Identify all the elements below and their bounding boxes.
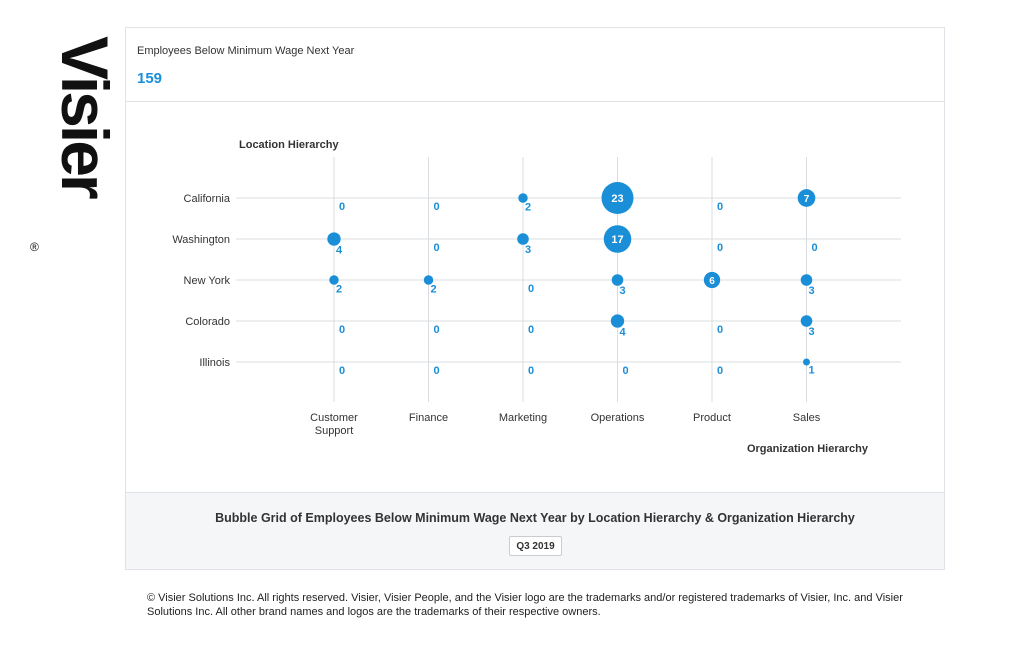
bubble-value-label: 6: [709, 276, 715, 287]
bubble-value-label: 3: [809, 285, 815, 297]
bubble[interactable]: [518, 193, 528, 203]
cell-value-label: 0: [717, 242, 723, 254]
column-label: Operations: [591, 412, 645, 424]
kpi-title: Employees Below Minimum Wage Next Year: [137, 45, 355, 57]
cell-value-label: 0: [623, 365, 629, 377]
bubble[interactable]: [797, 189, 816, 207]
visier-logo: Visier ®: [26, 28, 122, 260]
y-axis-title: Location Hierarchy: [239, 139, 340, 151]
x-axis-title: Organization Hierarchy: [747, 443, 869, 455]
column-label: Product: [693, 412, 731, 424]
bubble-value-label: 2: [336, 284, 342, 296]
bubble-value-label: 2: [525, 202, 531, 214]
row-label: New York: [184, 275, 231, 287]
bubble-value-label: 1: [809, 365, 815, 377]
cell-value-label: 0: [434, 365, 440, 377]
visier-wordmark: Visier: [48, 36, 122, 197]
cell-value-label: 0: [528, 324, 534, 336]
bubble-value-label: 3: [620, 285, 626, 297]
bubble-value-label: 17: [611, 234, 623, 246]
period-button[interactable]: Q3 2019: [509, 536, 562, 556]
bubble-grid-chart: Location Hierarchy Organization Hierarchy…: [172, 139, 901, 455]
copyright-notice: © Visier Solutions Inc. All rights reser…: [147, 592, 903, 618]
cell-value-label: 0: [717, 324, 723, 336]
cell-value-label: 0: [812, 242, 818, 254]
kpi-value[interactable]: 159: [137, 70, 163, 87]
cell-value-label: 0: [339, 365, 345, 377]
row-label: Washington: [172, 234, 230, 246]
cell-value-label: 0: [717, 201, 723, 213]
cell-value-label: 0: [528, 365, 534, 377]
row-label: Colorado: [185, 316, 230, 328]
bubble-value-label: 4: [620, 327, 627, 339]
column-label: Finance: [409, 412, 448, 424]
bubble-grid-plot: Location Hierarchy Organization Hierarchy…: [126, 102, 944, 492]
bubble[interactable]: [423, 275, 434, 285]
chart-title: Bubble Grid of Employees Below Minimum W…: [215, 511, 855, 525]
row-label: Illinois: [199, 357, 230, 369]
cell-value-label: 0: [717, 365, 723, 377]
bubble-value-label: 3: [809, 326, 815, 338]
bubble-value-label: 3: [525, 244, 531, 256]
cell-value-label: 0: [528, 283, 534, 295]
bubble[interactable]: [601, 182, 634, 214]
bubble[interactable]: [517, 233, 529, 245]
cell-value-label: 0: [434, 324, 440, 336]
bubble-value-label: 2: [431, 284, 437, 296]
bubble[interactable]: [327, 232, 341, 246]
chart-card: Employees Below Minimum Wage Next Year 1…: [125, 27, 945, 570]
bubble[interactable]: [800, 315, 813, 327]
bubble-value-label: 4: [336, 245, 343, 257]
bubble-value-label: 23: [611, 193, 623, 205]
cell-value-label: 0: [434, 201, 440, 213]
bubble[interactable]: [603, 225, 632, 253]
bubble[interactable]: [329, 275, 339, 285]
cell-value-label: 0: [434, 242, 440, 254]
bubble-value-label: 7: [804, 194, 810, 205]
bubble[interactable]: [800, 274, 813, 286]
bubble[interactable]: [803, 358, 810, 366]
bubble[interactable]: [611, 274, 624, 286]
registered-mark: ®: [30, 240, 39, 254]
kpi-header: Employees Below Minimum Wage Next Year 1…: [126, 28, 944, 102]
column-label: Sales: [793, 412, 821, 424]
column-label: Support: [315, 425, 354, 437]
cell-value-label: 0: [339, 324, 345, 336]
column-label: Customer: [310, 412, 358, 424]
bubble[interactable]: [610, 314, 625, 328]
chart-footer: Bubble Grid of Employees Below Minimum W…: [126, 492, 944, 569]
cell-value-label: 0: [339, 201, 345, 213]
row-label: California: [184, 193, 231, 205]
column-label: Marketing: [499, 412, 547, 424]
bubble[interactable]: [703, 271, 721, 289]
